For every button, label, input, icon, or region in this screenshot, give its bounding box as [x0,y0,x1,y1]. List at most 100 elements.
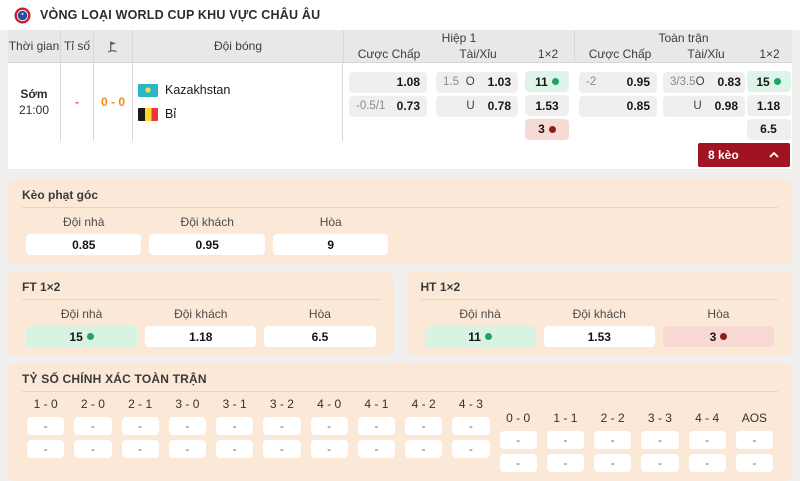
ou-odds-value: 0.98 [714,99,738,113]
correct-score-cell[interactable]: - [735,454,773,472]
correct-score-cell[interactable]: - [357,440,395,458]
correct-score-cell[interactable]: - [263,440,301,458]
1x2-odds-cell[interactable]: 1.18 [746,95,791,116]
correct-score-cell[interactable]: - [452,440,490,458]
correct-score-cell[interactable]: - [121,440,159,458]
match-corner-score: 0 - 0 [94,63,133,141]
1x2-odds-value: 11 [535,74,548,89]
correct-score-column: AOS - - [731,408,778,472]
card-column-label: Hòa [319,215,342,229]
correct-score-cell[interactable]: - [27,440,65,458]
correct-score-cell[interactable]: - [546,454,584,472]
card-odds-cell[interactable]: 0.95 [149,234,265,255]
correct-score-cell[interactable]: - [688,431,726,449]
correct-score-cell[interactable]: - [499,454,537,472]
card-odds-cell[interactable]: 15 [26,326,138,347]
card-odds-cell[interactable]: 1.18 [145,326,257,347]
handicap-odds-cell[interactable]: 1.08 [349,71,427,93]
correct-score-cell[interactable]: - [594,454,632,472]
card-odds-value: 3 [709,329,717,344]
match-score: - [61,63,94,141]
correct-score-cell[interactable]: - [168,440,206,458]
correct-score-cell[interactable]: - [546,431,584,449]
correct-score-cell[interactable]: - [641,454,679,472]
correct-score-cell[interactable]: - [74,417,112,435]
correct-score-column: 4 - 4 - - [684,408,731,472]
ou-odds-cell[interactable]: 3/3.5 O 0.83 [663,71,745,93]
more-odds-button[interactable]: 8 kèo [698,143,790,167]
correct-score-cell[interactable]: - [121,417,159,435]
group-label-ft: Toàn trận [658,30,709,45]
handicap-odds-cell[interactable]: -0.5/1 0.73 [349,95,427,117]
ht-card-title: HT 1×2 [420,277,778,300]
1x2-odds-cell[interactable]: 11 [525,71,569,93]
odds-slot: 0.85 [573,94,663,118]
1x2-odds-cell[interactable]: 15 [746,71,791,93]
odds-slot: 3/3.5 O 0.83 [663,70,745,94]
card-odds-cell[interactable]: 3 [662,326,775,347]
corner-odds-columns: Đội nhà 0.85 Đội khách 0.95 Hòa 9 [22,208,392,255]
correct-score-cell[interactable]: - [263,417,301,435]
card-column-label: Đội nhà [459,307,501,321]
card-odds-value: 0.85 [72,237,96,252]
correct-score-cell[interactable]: - [74,440,112,458]
1x2-odds-cell[interactable]: 1.53 [525,95,569,116]
col-header-h1-1x2: 1×2 [537,46,559,61]
correct-score-cell[interactable]: - [216,417,254,435]
correct-score-cell[interactable]: - [27,417,65,435]
correct-score-cell[interactable]: - [735,431,773,449]
col-header-team: Đội bóng [133,30,344,62]
ft-1x2-columns: Đội nhà 15 Đội khách 1.18 Hòa 6.5 [22,300,380,347]
1x2-odds-cell[interactable]: 6.5 [746,118,791,140]
correct-score-cell[interactable]: - [688,454,726,472]
card-odds-column: Hòa 9 [269,211,392,255]
ou-odds-value: 0.83 [717,75,741,89]
ou-odds-cell[interactable]: U 0.78 [436,95,518,117]
correct-score-cell[interactable]: - [452,417,490,435]
ou-odds-cell[interactable]: U 0.98 [663,95,745,117]
ou-line: 3/3.5 [670,76,696,88]
away-team[interactable]: Bỉ [138,107,176,121]
card-odds-column: Đội nhà 0.85 [22,211,145,255]
card-odds-value: 0.95 [195,237,219,252]
card-odds-cell[interactable]: 11 [424,326,536,347]
correct-score-header: 4 - 1 [364,397,389,411]
card-odds-cell[interactable]: 1.53 [543,326,655,347]
odds-slot: 1.5 O 1.03 [433,70,521,94]
correct-score-header: 0 - 0 [506,411,531,425]
match-time-status: Sớm [20,87,48,101]
red-dot-icon [548,125,556,133]
correct-score-cell[interactable]: - [168,417,206,435]
ft-ht-row: FT 1×2 Đội nhà 15 Đội khách 1.18 Hòa 6.5 HT 1… [8,271,792,356]
ht-1x2-card: HT 1×2 Đội nhà 11 Đội khách 1.53 Hòa 3 [406,271,792,356]
handicap-odds-cell[interactable]: 0.85 [579,95,657,117]
card-odds-value: 9 [327,237,335,252]
card-odds-cell[interactable]: 9 [272,234,389,255]
correct-score-cell[interactable]: - [357,417,395,435]
correct-score-cell[interactable]: - [216,440,254,458]
correct-score-cell[interactable]: - [641,431,679,449]
ft-handicap-column: -2 0.95 0.85 [573,63,663,141]
card-odds-cell[interactable]: 0.85 [26,234,142,255]
correct-score-column: 4 - 2 - - [400,394,447,472]
ou-odds-cell[interactable]: 1.5 O 1.03 [436,71,518,93]
card-odds-column: Đội khách 1.53 [540,303,659,347]
correct-score-cell[interactable]: - [310,440,348,458]
red-dot-icon [720,333,728,340]
odds-slot: 11 [521,70,573,94]
correct-score-draw-columns: 0 - 0--1 - 1--2 - 2--3 - 3--4 - 4- - AOS - - [495,408,779,472]
card-odds-value: 11 [468,329,481,344]
correct-score-cell[interactable]: - [499,431,537,449]
correct-score-column: 4 - 1 - - [353,394,400,472]
home-team[interactable]: Kazakhstan [138,83,230,97]
1x2-odds-cell[interactable]: 3 [525,118,569,140]
correct-score-cell[interactable]: - [594,431,632,449]
card-odds-cell[interactable]: 6.5 [264,326,376,347]
correct-score-column: 2 - 1 - - [117,394,164,472]
correct-score-cell[interactable]: - [405,417,443,435]
corner-card-title: Kèo phạt góc [22,185,778,208]
odds-slot: -2 0.95 [573,70,663,94]
correct-score-cell[interactable]: - [405,440,443,458]
handicap-odds-cell[interactable]: -2 0.95 [579,71,657,93]
correct-score-cell[interactable]: - [310,417,348,435]
